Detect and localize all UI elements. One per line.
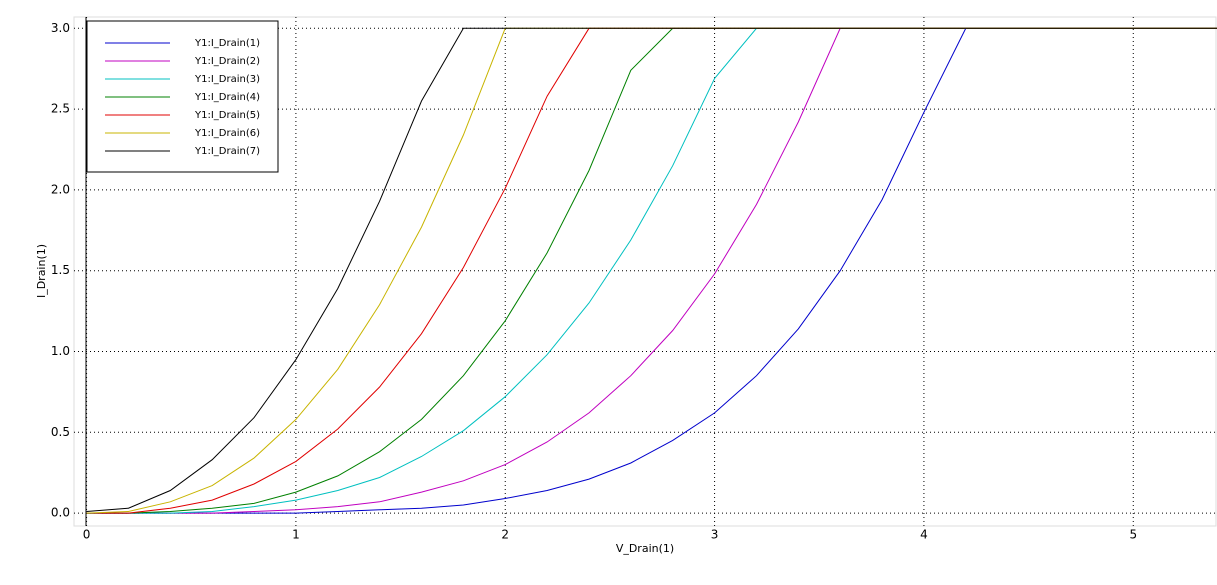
- legend-label: Y1:I_Drain(7): [194, 146, 260, 157]
- x-tick-label: 2: [501, 528, 509, 542]
- series-group: [86, 27, 1217, 514]
- x-axis-label: V_Drain(1): [616, 542, 674, 555]
- x-tick-label: 4: [920, 528, 928, 542]
- y-tick-label: 2.5: [51, 102, 70, 116]
- y-tick-label: 0.5: [51, 425, 70, 439]
- y-tick-label: 1.0: [51, 344, 70, 358]
- legend-label: Y1:I_Drain(6): [194, 128, 260, 139]
- y-axis-label: I_Drain(1): [35, 244, 48, 298]
- legend-label: Y1:I_Drain(2): [194, 56, 260, 67]
- y-tick-label: 2.0: [51, 182, 70, 196]
- y-tick-label: 3.0: [51, 21, 70, 35]
- x-tick-label: 1: [292, 528, 300, 542]
- x-tick-label: 0: [83, 528, 91, 542]
- plot-frame: [73, 16, 1217, 527]
- line-series: [86, 27, 1217, 512]
- x-tick-label: 5: [1129, 528, 1137, 542]
- y-tick-label: 1.5: [51, 263, 70, 277]
- legend-label: Y1:I_Drain(3): [194, 74, 260, 85]
- y-tick-label: 0.0: [51, 506, 70, 520]
- legend-label: Y1:I_Drain(5): [194, 110, 260, 121]
- legend-label: Y1:I_Drain(4): [194, 92, 260, 103]
- x-tick-label: 3: [711, 528, 719, 542]
- legend: Y1:I_Drain(1) Y1:I_Drain(2) Y1:I_Drain(3) Y…: [86, 20, 279, 173]
- legend-label: Y1:I_Drain(1): [194, 38, 260, 49]
